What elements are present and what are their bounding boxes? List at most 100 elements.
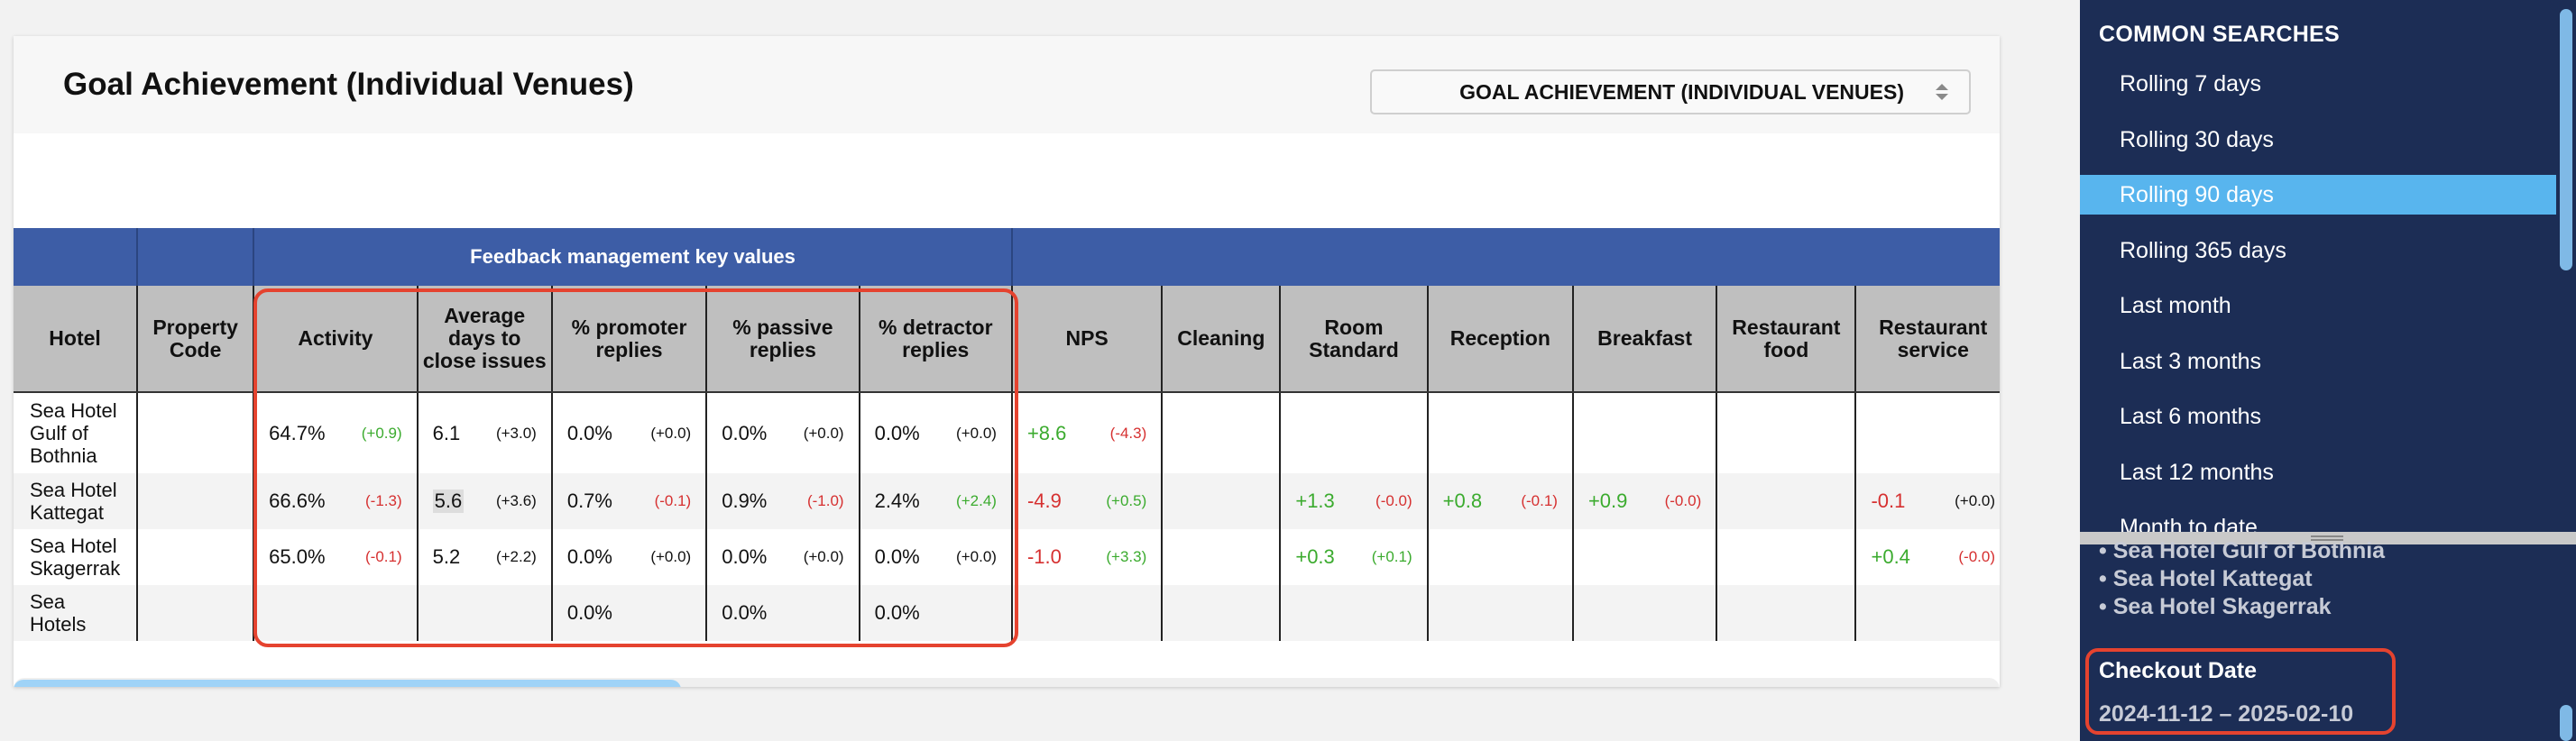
up-down-chevron-icon: [1936, 84, 1948, 100]
property-code-cell: [137, 529, 255, 585]
filter-sidebar: COMMON SEARCHES Rolling 7 days Rolling 30…: [2080, 0, 2576, 741]
nps-cell: -4.9 (+0.5): [1011, 473, 1164, 529]
hotel-name-cell[interactable]: Sea Hotel Kattegat: [14, 473, 139, 529]
table-row: Sea Hotel Skagerrak 65.0% (-0.1) 5.2 (+2.2) 0…: [14, 529, 2000, 585]
restaurant-service-cell: [1855, 585, 2000, 641]
common-search-item[interactable]: Rolling 365 days: [2120, 237, 2286, 263]
metric-value: 0.0%: [874, 421, 920, 444]
metric-delta: (+0.9): [361, 424, 402, 442]
metric-delta: (+2.4): [956, 492, 997, 509]
report-type-select-value: GOAL ACHIEVEMENT (INDIVIDUAL VENUES): [1459, 80, 1904, 104]
hotel-name-cell[interactable]: Sea Hotel Gulf of Bothnia: [14, 392, 139, 473]
breakfast-cell: [1572, 529, 1718, 585]
room-standard-cell: +0.3 (+0.1): [1280, 529, 1429, 585]
column-header-activity[interactable]: Activity: [253, 286, 419, 393]
reception-cell: [1427, 529, 1574, 585]
metric-delta: (+3.3): [1106, 548, 1147, 565]
passive-cell: 0.0% (+0.0): [706, 529, 860, 585]
metric-value: 2.4%: [874, 489, 920, 512]
passive-cell: 0.9% (-1.0): [706, 473, 860, 529]
column-header-restaurant-service[interactable]: Restaurant service: [1855, 286, 2000, 393]
detractor-cell: 0.0%: [859, 585, 1013, 641]
passive-cell: 0.0%: [706, 585, 860, 641]
column-header-hotel[interactable]: Hotel: [14, 286, 139, 393]
group-header-empty: [1011, 228, 2000, 286]
table-row: Sea Hotels 0.0% 0.0% 0.0%: [14, 585, 2000, 641]
room-standard-cell: +1.3 (-0.0): [1280, 473, 1429, 529]
column-header-reception[interactable]: Reception: [1427, 286, 1574, 393]
metric-delta: (-0.1): [654, 492, 692, 509]
metric-delta: (+3.6): [495, 492, 537, 509]
metric-delta: (-0.0): [1664, 492, 1702, 509]
report-type-select[interactable]: GOAL ACHIEVEMENT (INDIVIDUAL VENUES): [1370, 69, 1971, 114]
common-search-item[interactable]: Last 6 months: [2120, 404, 2262, 429]
filters-scrollbar[interactable]: [2560, 552, 2572, 741]
detractor-cell: 0.0% (+0.0): [859, 392, 1013, 473]
activity-cell: 65.0% (-0.1): [253, 529, 419, 585]
metric-value: 0.0%: [566, 545, 612, 568]
table-column-header-row: Hotel Property Code Activity Average day…: [14, 286, 2000, 393]
checkout-date-range[interactable]: 2024-11-12 – 2025-02-10: [2099, 701, 2354, 727]
activity-cell: [253, 585, 419, 641]
metric-value: +1.3: [1295, 489, 1335, 512]
column-header-room-standard[interactable]: Room Standard: [1280, 286, 1429, 393]
avg-days-cell: 6.1 (+3.0): [417, 392, 553, 473]
nps-cell: -1.0 (+3.3): [1011, 529, 1164, 585]
common-searches-scrollbar[interactable]: [2560, 9, 2572, 523]
common-search-item[interactable]: Rolling 7 days: [2120, 71, 2262, 96]
column-header-nps[interactable]: NPS: [1011, 286, 1164, 393]
table-group-header-row: Feedback management key values: [14, 228, 2000, 286]
column-header-avg-days[interactable]: Average days to close issues: [417, 286, 553, 393]
metric-delta: (+0.0): [956, 424, 997, 442]
room-standard-cell: [1280, 392, 1429, 473]
drag-handle-icon[interactable]: [2311, 535, 2343, 541]
column-header-passive[interactable]: % passive replies: [706, 286, 860, 393]
group-header-feedback-management: Feedback management key values: [253, 228, 1013, 286]
breakfast-cell: [1572, 392, 1718, 473]
metric-delta: (+0.0): [1955, 492, 1995, 509]
pane-splitter[interactable]: [2080, 532, 2576, 544]
promoter-cell: 0.0%: [551, 585, 708, 641]
metric-delta: (+0.0): [803, 424, 844, 442]
horizontal-scrollbar[interactable]: [14, 678, 2000, 687]
cleaning-cell: [1162, 473, 1282, 529]
breakfast-cell: [1572, 585, 1718, 641]
checkout-date-label: Checkout Date: [2099, 658, 2258, 683]
metric-value: 0.0%: [722, 421, 768, 444]
metric-delta: (-0.0): [1958, 548, 1995, 565]
hotel-name-cell[interactable]: Sea Hotels: [14, 585, 139, 641]
horizontal-scrollbar-thumb[interactable]: [14, 680, 681, 687]
metric-value: -0.1: [1871, 489, 1906, 512]
report-header: Goal Achievement (Individual Venues) GOA…: [14, 36, 2000, 133]
column-header-restaurant-food[interactable]: Restaurant food: [1716, 286, 1857, 393]
column-header-property-code[interactable]: Property Code: [137, 286, 255, 393]
kpi-table-wrapper[interactable]: Feedback management key values Hotel Pro…: [14, 228, 2000, 679]
column-header-breakfast[interactable]: Breakfast: [1572, 286, 1718, 393]
passive-cell: 0.0% (+0.0): [706, 392, 860, 473]
page-title: Goal Achievement (Individual Venues): [63, 67, 634, 102]
restaurant-service-cell: +0.4 (-0.0): [1855, 529, 2000, 585]
common-search-item[interactable]: Last month: [2120, 293, 2231, 318]
property-code-cell: [137, 392, 255, 473]
column-header-promoter[interactable]: % promoter replies: [551, 286, 708, 393]
metric-value: 64.7%: [269, 421, 326, 444]
common-search-item[interactable]: Rolling 90 days: [2080, 175, 2556, 215]
metric-value: 0.0%: [722, 601, 768, 624]
column-header-detractor[interactable]: % detractor replies: [859, 286, 1013, 393]
common-search-item[interactable]: Month to date: [2120, 515, 2258, 532]
hotel-name-cell[interactable]: Sea Hotel Skagerrak: [14, 529, 139, 585]
reception-cell: [1427, 585, 1574, 641]
restaurant-food-cell: [1716, 392, 1857, 473]
common-searches-scrollbar-thumb[interactable]: [2560, 9, 2572, 270]
common-search-item[interactable]: Last 3 months: [2120, 348, 2262, 374]
metric-value: 6.1: [432, 421, 461, 444]
filters-scrollbar-thumb[interactable]: [2560, 705, 2572, 741]
group-header-empty: [137, 228, 255, 286]
metric-value: +0.4: [1871, 545, 1910, 568]
metric-value: -1.0: [1026, 545, 1062, 568]
column-header-cleaning[interactable]: Cleaning: [1162, 286, 1282, 393]
metric-value: +0.3: [1295, 545, 1335, 568]
common-search-item[interactable]: Last 12 months: [2120, 459, 2274, 485]
nps-cell: [1011, 585, 1164, 641]
common-search-item[interactable]: Rolling 30 days: [2120, 126, 2274, 152]
